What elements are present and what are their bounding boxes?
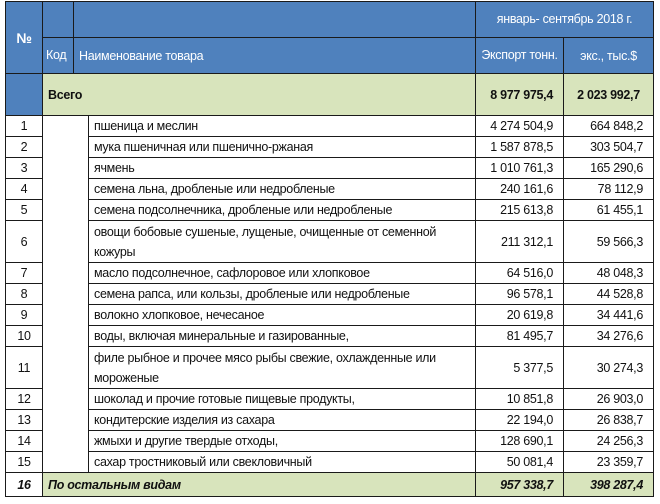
total-label: Всего — [42, 73, 476, 116]
row-value: 26 903,0 — [562, 388, 655, 410]
row-value: 59 566,3 — [562, 220, 655, 263]
row-value: 34 441,6 — [562, 304, 655, 326]
row-tons: 20 619,8 — [475, 304, 564, 326]
row-name: пшеница и меслин — [88, 115, 476, 137]
row-tons: 22 194,0 — [475, 409, 564, 431]
row-no: 9 — [5, 304, 43, 326]
row-name: шоколад и прочие готовые пищевые продукт… — [88, 388, 476, 410]
row-name: кондитерские изделия из сахара — [88, 409, 476, 431]
table-row: 14 жмыхи и другие твердые отходы, 128 690,… — [5, 430, 655, 452]
row-tons: 215 613,8 — [475, 199, 564, 221]
row-value: 30 274,3 — [562, 346, 655, 389]
row-name: семена льна, дробленые или недробленые — [88, 178, 476, 200]
total-value: 2 023 992,7 — [562, 73, 655, 116]
table-row: 13 кондитерские изделия из сахара 22 194,0… — [5, 409, 655, 431]
row-name: овощи бобовые сушеные, лущеные, очищенны… — [88, 220, 476, 263]
total-tons: 8 977 975,4 — [475, 73, 564, 116]
row-tons: 1 010 761,3 — [475, 157, 564, 179]
row-name: сахар тростниковый или свекловичный — [88, 451, 476, 473]
row-value: 303 504,7 — [562, 136, 655, 158]
row-value: 61 455,1 — [562, 199, 655, 221]
row-name: ячмень — [88, 157, 476, 179]
other-tons: 957 338,7 — [475, 472, 564, 497]
row-no: 8 — [5, 283, 43, 305]
table-row: 9 волокно хлопковое, нечесаное 20 619,8 34 … — [5, 304, 655, 326]
row-name: семена подсолнечника, дробленые или недр… — [88, 199, 476, 221]
table-row: 12 шоколад и прочие готовые пищевые проду… — [5, 388, 655, 410]
row-name: семена рапса, или кользы, дробленые или … — [88, 283, 476, 305]
row-no: 14 — [5, 430, 43, 452]
row-name: воды, включая минеральные и газированные… — [88, 325, 476, 347]
row-value: 44 528,8 — [562, 283, 655, 305]
row-name: мука пшеничная или пшенично-ржаная — [88, 136, 476, 158]
row-value: 78 112,9 — [562, 178, 655, 200]
table-row: 11 филе рыбное и прочее мясо рыбы свежие,… — [5, 346, 655, 389]
total-no — [5, 73, 43, 116]
row-name: масло подсолнечное, сафлоровое или хлопк… — [88, 262, 476, 284]
table-row: 1 пшеница и меслин 4 274 504,9 664 848,2 — [5, 115, 655, 473]
table-row: 6 овощи бобовые сушеные, лущеные, очищенн… — [5, 220, 655, 263]
table-row: 5 семена подсолнечника, дробленые или нед… — [5, 199, 655, 221]
row-name: волокно хлопковое, нечесаное — [88, 304, 476, 326]
table-row: 8 семена рапса, или кользы, дробленые или… — [5, 283, 655, 305]
table-row: 15 сахар тростниковый или свекловичный 50 … — [5, 451, 655, 473]
row-no: 6 — [5, 220, 43, 263]
row-tons: 96 578,1 — [475, 283, 564, 305]
other-no: 16 — [5, 472, 43, 497]
row-no: 4 — [5, 178, 43, 200]
table-row: 2 мука пшеничная или пшенично-ржаная 1 587… — [5, 136, 655, 158]
table-row: 7 масло подсолнечное, сафлоровое или хлоп… — [5, 262, 655, 284]
header-export-tons: Экспорт тонн. — [475, 37, 564, 74]
row-tons: 64 516,0 — [475, 262, 564, 284]
row-value: 24 256,3 — [562, 430, 655, 452]
row-no: 5 — [5, 199, 43, 221]
row-no: 10 — [5, 325, 43, 347]
row-no: 2 — [5, 136, 43, 158]
row-no: 1 — [5, 115, 43, 137]
row-name: филе рыбное и прочее мясо рыбы свежие, о… — [88, 346, 476, 389]
row-no: 7 — [5, 262, 43, 284]
row-tons: 4 274 504,9 — [475, 115, 564, 137]
row-value: 165 290,6 — [562, 157, 655, 179]
row-tons: 240 161,6 — [475, 178, 564, 200]
export-table: № январь- сентябрь 2018 г. Код Наименова… — [5, 1, 655, 497]
header-export-value: экс., тыс.$ — [562, 37, 655, 74]
row-value: 34 276,6 — [562, 325, 655, 347]
row-tons: 1 587 878,5 — [475, 136, 564, 158]
row-tons: 128 690,1 — [475, 430, 564, 452]
table-row: 3 ячмень 1 010 761,3 165 290,6 — [5, 157, 655, 179]
row-tons: 81 495,7 — [475, 325, 564, 347]
header-blank-code — [42, 1, 74, 38]
table-row: 10 воды, включая минеральные и газированн… — [5, 325, 655, 347]
row-no: 11 — [5, 346, 43, 389]
header-no: № — [5, 1, 43, 74]
header-blank-name — [73, 1, 476, 38]
header-name: Наименование товара — [73, 37, 476, 74]
row-name: жмыхи и другие твердые отходы, — [88, 430, 476, 452]
other-row: 16 По остальным видам 957 338,7 398 287,… — [5, 472, 655, 497]
row-tons: 50 081,4 — [475, 451, 564, 473]
row-value: 23 359,7 — [562, 451, 655, 473]
row-no: 3 — [5, 157, 43, 179]
other-value: 398 287,4 — [562, 472, 655, 497]
header-period: январь- сентябрь 2018 г. — [474, 1, 655, 38]
row-value: 664 848,2 — [562, 115, 655, 137]
table-row: 4 семена льна, дробленые или недробленые 2… — [5, 178, 655, 200]
row-no: 15 — [5, 451, 43, 473]
header-code: Код — [42, 37, 74, 74]
row-value: 26 838,7 — [562, 409, 655, 431]
row-tons: 211 312,1 — [475, 220, 564, 263]
row-tons: 10 851,8 — [475, 388, 564, 410]
code-cell — [42, 115, 89, 473]
other-label: По остальным видам — [42, 472, 476, 497]
row-tons: 5 377,5 — [475, 346, 564, 389]
row-value: 48 048,3 — [562, 262, 655, 284]
row-no: 13 — [5, 409, 43, 431]
row-no: 12 — [5, 388, 43, 410]
